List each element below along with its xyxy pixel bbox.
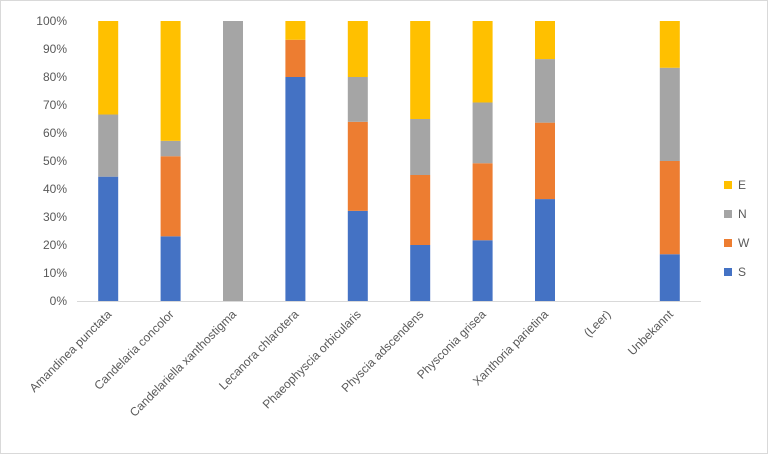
y-tick-label: 20% <box>43 238 67 252</box>
bar-segment-n <box>98 114 119 177</box>
bar-segment-n <box>160 140 181 157</box>
bar-segment-w <box>472 163 493 241</box>
legend-swatch-n <box>724 210 732 218</box>
legend-swatch-e <box>724 181 732 189</box>
bar-segment-e <box>659 21 680 68</box>
bar-segment-w <box>535 122 555 200</box>
bar-segment-n <box>347 77 368 122</box>
legend: E N W S <box>724 178 750 279</box>
y-tick-label: 50% <box>43 154 67 168</box>
legend-label-e: E <box>738 178 746 192</box>
y-tick-label: 70% <box>43 98 67 112</box>
bar-segment-w <box>160 156 181 237</box>
bar-segment-e <box>347 21 368 77</box>
bar-segment-n <box>410 119 431 175</box>
legend-swatch-s <box>724 268 732 276</box>
y-tick-label: 80% <box>43 70 67 84</box>
y-tick-label: 100% <box>36 14 67 28</box>
x-tick-label: Candelariella xanthostigma <box>127 307 239 419</box>
bar-segment-s <box>659 254 680 301</box>
bar-segment-e <box>410 21 431 119</box>
bar-segment-s <box>347 210 368 301</box>
bar-segment-s <box>410 245 431 301</box>
bar-segment-n <box>535 59 555 123</box>
bar-segment-s <box>98 176 119 301</box>
legend-label-n: N <box>738 207 747 221</box>
y-tick-label: 10% <box>43 266 67 280</box>
y-axis: 0% 10% 20% 30% 40% 50% 60% 70% 80% 90% 100% <box>36 14 67 308</box>
legend-label-s: S <box>738 265 746 279</box>
y-tick-label: 40% <box>43 182 67 196</box>
bar-segment-e <box>285 21 306 40</box>
bar-segment-n <box>223 21 243 301</box>
legend-swatch-w <box>724 239 732 247</box>
bar-segment-w <box>285 39 306 77</box>
bar-segment-n <box>472 102 493 164</box>
bar-segment-s <box>285 77 306 301</box>
y-tick-label: 0% <box>50 294 68 308</box>
x-tick-label: Unbekannt <box>625 307 676 358</box>
bar-segment-w <box>347 121 368 211</box>
bar-segment-s <box>535 199 555 301</box>
legend-label-w: W <box>738 236 750 250</box>
y-tick-label: 30% <box>43 210 67 224</box>
y-tick-label: 60% <box>43 126 67 140</box>
bar-segment-w <box>659 161 680 255</box>
bar-segment-s <box>472 240 493 301</box>
bar-segment-s <box>160 236 181 301</box>
bar-plot-area <box>98 21 680 301</box>
bar-segment-w <box>410 175 431 245</box>
bar-segment-e <box>160 21 181 141</box>
x-tick-label: (Leer) <box>581 307 614 340</box>
bar-segment-e <box>98 21 119 115</box>
bar-segment-n <box>659 67 680 161</box>
y-tick-label: 90% <box>43 42 67 56</box>
bar-segment-e <box>535 21 555 60</box>
bar-segment-e <box>472 21 493 103</box>
